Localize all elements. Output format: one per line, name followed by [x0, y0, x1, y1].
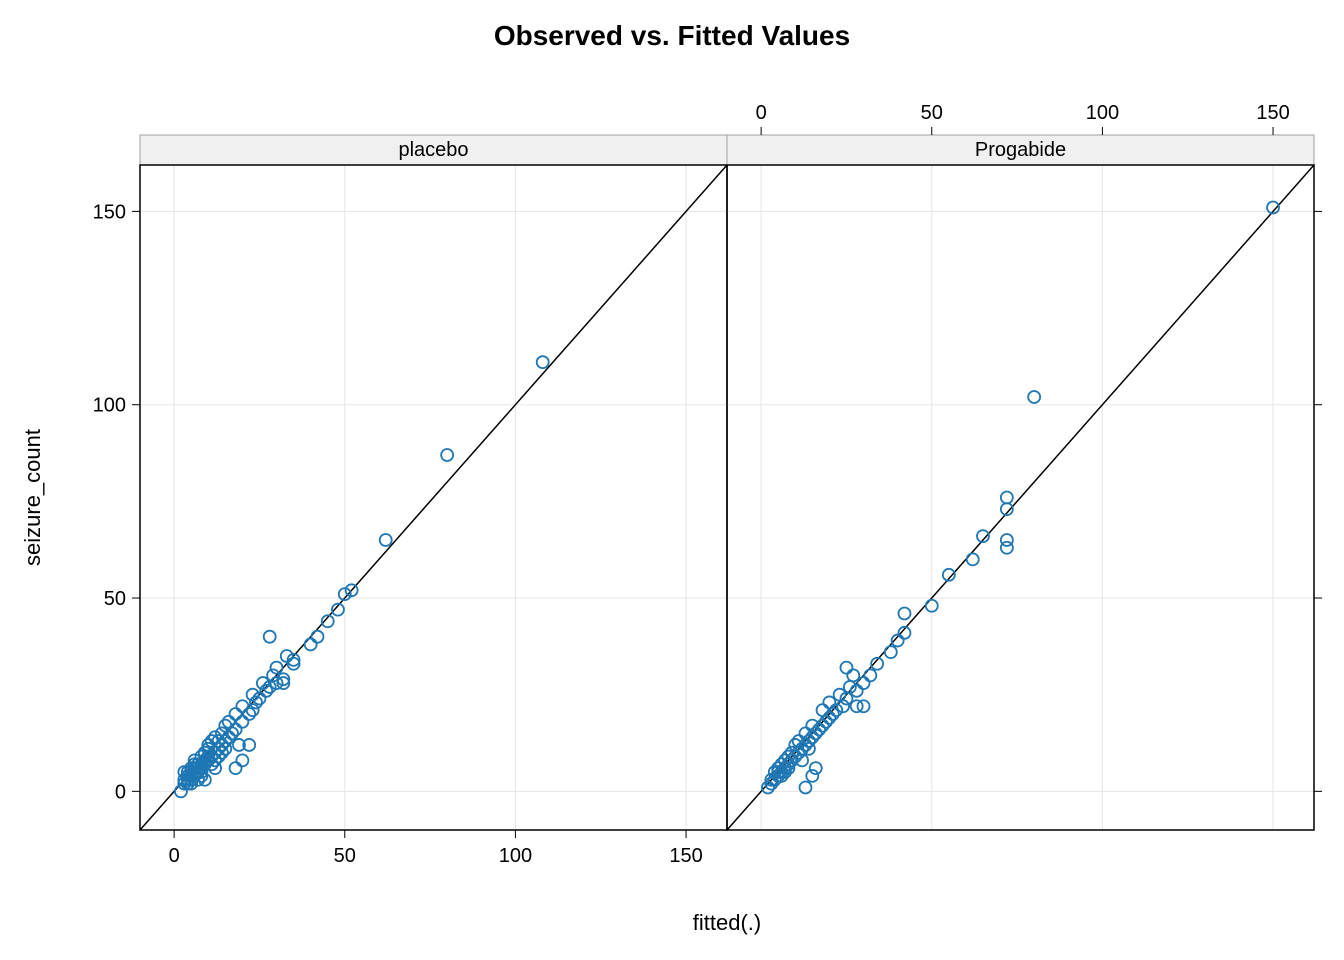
data-point: [380, 534, 392, 546]
y-axis-label: seizure_count: [20, 429, 45, 566]
panel-plot-area: [727, 165, 1314, 830]
data-point: [311, 631, 323, 643]
data-point: [264, 631, 276, 643]
data-point: [823, 696, 835, 708]
data-point: [1001, 492, 1013, 504]
x-tick-label: 100: [499, 845, 532, 867]
x-tick-label: 50: [334, 845, 356, 867]
data-point: [441, 449, 453, 461]
data-point: [864, 669, 876, 681]
data-point: [230, 708, 242, 720]
y-tick-label: 100: [93, 395, 126, 417]
y-tick-label: 0: [115, 781, 126, 803]
data-point: [885, 646, 897, 658]
data-point: [1001, 534, 1013, 546]
data-point: [840, 662, 852, 674]
panel-strip-label: Progabide: [975, 139, 1066, 161]
y-tick-label: 150: [93, 201, 126, 223]
data-point: [810, 762, 822, 774]
data-point: [305, 638, 317, 650]
chart-svg: Observed vs. Fitted Values seizure_countf…: [0, 0, 1344, 960]
chart-container: Observed vs. Fitted Values seizure_countf…: [0, 0, 1344, 960]
data-point: [230, 762, 242, 774]
x-tick-label: 150: [669, 845, 702, 867]
panel-strip-label: placebo: [398, 139, 468, 161]
data-point: [236, 716, 248, 728]
x-tick-label: 0: [169, 845, 180, 867]
chart-title: Observed vs. Fitted Values: [494, 20, 850, 51]
data-point: [967, 553, 979, 565]
panel-plot-area: [140, 165, 727, 830]
data-point: [271, 662, 283, 674]
data-point: [236, 754, 248, 766]
x-tick-label: 150: [1256, 102, 1289, 124]
data-point: [537, 356, 549, 368]
data-point: [858, 677, 870, 689]
data-point: [898, 607, 910, 619]
data-point: [1028, 391, 1040, 403]
x-axis-label: fitted(.): [693, 910, 761, 935]
y-tick-label: 50: [104, 588, 126, 610]
x-tick-label: 0: [756, 102, 767, 124]
x-tick-label: 50: [921, 102, 943, 124]
x-tick-label: 100: [1086, 102, 1119, 124]
data-point: [847, 669, 859, 681]
data-point: [806, 770, 818, 782]
